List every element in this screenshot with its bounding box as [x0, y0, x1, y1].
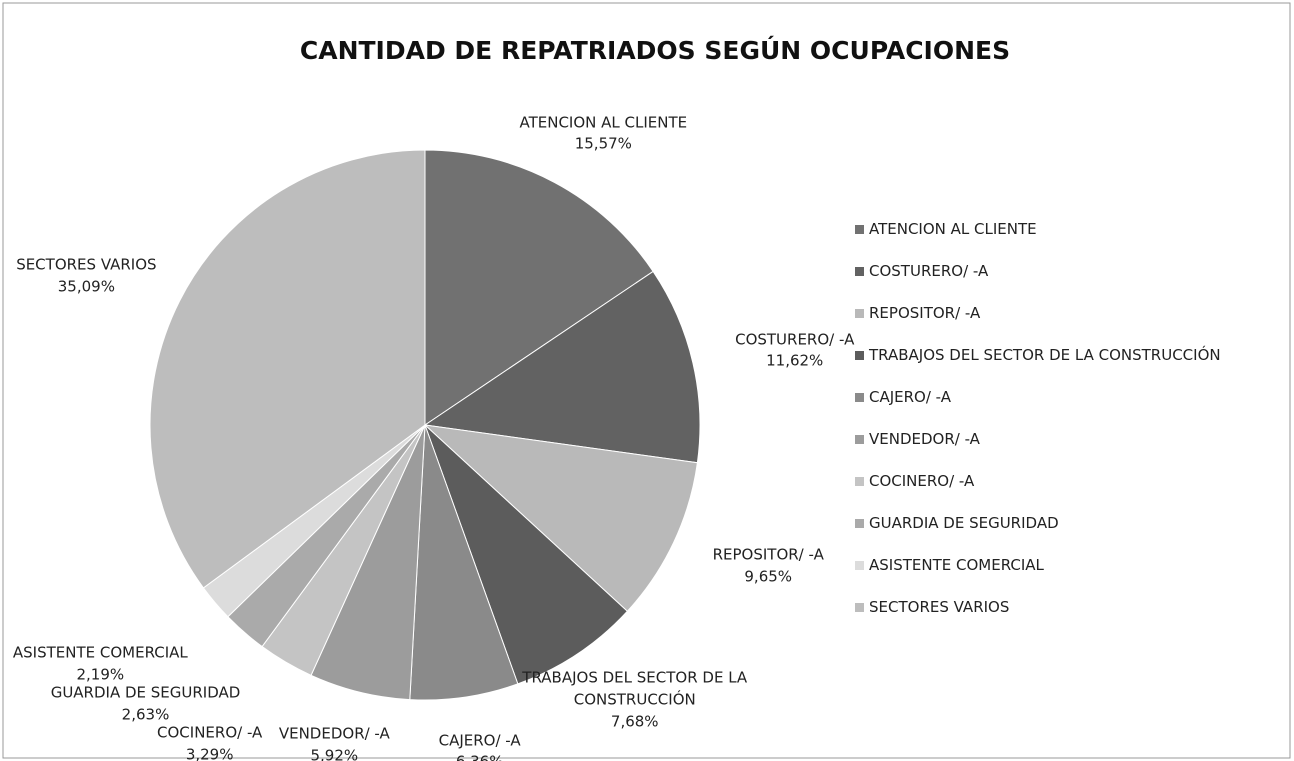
data-label-name: SECTORES VARIOS — [16, 255, 157, 274]
data-label: SECTORES VARIOS 35,09% — [16, 254, 156, 298]
data-label: COSTURERO/ -A 11,62% — [735, 329, 854, 373]
legend-label: GUARDIA DE SEGURIDAD — [869, 514, 1059, 532]
data-label: VENDEDOR/ -A 5,92% — [279, 724, 390, 761]
data-label-value: 35,09% — [57, 277, 115, 295]
legend-item: CAJERO/ -A — [855, 388, 951, 406]
legend-swatch — [855, 560, 864, 570]
data-label-name: ATENCION AL CLIENTE — [519, 112, 688, 131]
legend-label: SECTORES VARIOS — [869, 598, 1010, 616]
data-label-name: COCINERO/ -A — [157, 723, 263, 742]
data-label-value: 2,19% — [76, 665, 125, 684]
data-label-name: ASISTENTE COMERCIAL — [12, 643, 188, 662]
pie-slice — [149, 149, 426, 589]
legend-item: ASISTENTE COMERCIAL — [855, 556, 1044, 574]
legend-item: COSTURERO/ -A — [855, 262, 988, 280]
legend-label: VENDEDOR/ -A — [869, 430, 980, 448]
data-label-value: 11,62% — [766, 351, 824, 370]
legend-swatch — [855, 350, 864, 360]
data-label-name: GUARDIA DE SEGURIDAD — [50, 683, 241, 702]
legend-label: COSTURERO/ -A — [869, 262, 989, 280]
data-label-value: 7,68% — [610, 711, 659, 730]
data-label-name: TRABAJOS DEL SECTOR DE LA CONSTRUCCIÓN — [522, 668, 748, 709]
legend-item: SECTORES VARIOS — [855, 598, 1009, 616]
data-label: CAJERO/ -A 6,36% — [439, 730, 521, 761]
data-label: GUARDIA DE SEGURIDAD 2,63% — [51, 682, 241, 726]
data-label-name: VENDEDOR/ -A — [278, 724, 390, 743]
legend-swatch — [855, 476, 864, 486]
legend-swatch — [855, 434, 864, 444]
data-label-name: COSTURERO/ -A — [735, 329, 855, 348]
legend-label: REPOSITOR/ -A — [869, 304, 981, 322]
legend-item: COCINERO/ -A — [855, 472, 974, 490]
legend-label: COCINERO/ -A — [869, 472, 975, 490]
legend-swatch — [855, 602, 864, 612]
legend-item: GUARDIA DE SEGURIDAD — [855, 514, 1059, 532]
data-label: ASISTENTE COMERCIAL 2,19% — [13, 642, 188, 686]
data-label-name: CAJERO/ -A — [438, 730, 521, 749]
data-label-value: 9,65% — [744, 566, 793, 585]
data-label: ATENCION AL CLIENTE 15,57% — [519, 112, 687, 156]
data-label-value: 3,29% — [185, 745, 234, 761]
pie-slice — [423, 424, 698, 612]
legend-label: ASISTENTE COMERCIAL — [869, 556, 1044, 574]
legend-swatch — [855, 224, 864, 234]
legend-swatch — [855, 266, 864, 276]
data-label: REPOSITOR/ -A 9,65% — [713, 544, 824, 588]
legend-item: TRABAJOS DEL SECTOR DE LA CONSTRUCCIÓN — [855, 346, 1221, 364]
data-label-value: 15,57% — [574, 134, 632, 153]
chart-title: CANTIDAD DE REPATRIADOS SEGÚN OCUPACIONE… — [300, 35, 1010, 65]
legend-label: ATENCION AL CLIENTE — [869, 220, 1037, 238]
legend-label: TRABAJOS DEL SECTOR DE LA CONSTRUCCIÓN — [869, 346, 1221, 364]
data-label-value: 6,36% — [439, 752, 521, 761]
legend-item: REPOSITOR/ -A — [855, 304, 980, 322]
legend-item: VENDEDOR/ -A — [855, 430, 980, 448]
pie-slice — [424, 424, 629, 685]
data-label-value: 5,92% — [310, 746, 359, 761]
data-label: TRABAJOS DEL SECTOR DE LA CONSTRUCCIÓN 7,… — [510, 667, 760, 732]
legend-label: CAJERO/ -A — [869, 388, 952, 406]
pie-slice — [423, 270, 701, 464]
legend-item: ATENCION AL CLIENTE — [855, 220, 1037, 238]
pie-slice — [424, 149, 654, 426]
data-label-value: 2,63% — [121, 704, 170, 723]
legend-swatch — [855, 518, 864, 528]
legend-swatch — [855, 392, 864, 402]
data-label: COCINERO/ -A 3,29% — [157, 722, 262, 761]
data-label-name: REPOSITOR/ -A — [712, 545, 824, 564]
legend-swatch — [855, 308, 864, 318]
